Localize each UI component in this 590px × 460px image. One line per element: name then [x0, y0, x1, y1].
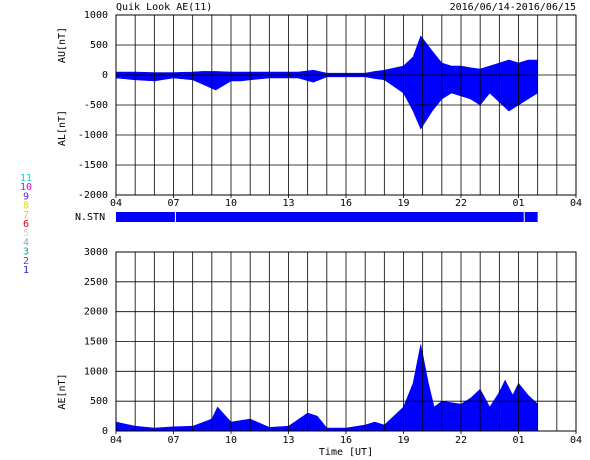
station-count: 8 — [23, 201, 29, 212]
y-tick-label: 500 — [90, 396, 108, 407]
frame — [115, 251, 577, 432]
y-tick-label: -500 — [84, 100, 108, 111]
y-tick-label: 500 — [90, 40, 108, 51]
x-tick-label: 10 — [225, 198, 237, 209]
x-tick-label: 13 — [282, 435, 294, 446]
station-count: 5 — [23, 228, 29, 239]
y-tick-label: 2500 — [84, 277, 108, 288]
x-tick-label: 10 — [225, 435, 237, 446]
x-tick-label: 13 — [282, 198, 294, 209]
station-label: N.STN — [75, 212, 105, 223]
y-tick-label: -1000 — [78, 130, 108, 141]
y-axis-label: AU[nT] — [57, 27, 68, 63]
y-tick-label: 0 — [102, 70, 108, 81]
x-tick-label: 07 — [167, 435, 179, 446]
chart-subtitle: 2016/06/14-2016/06/15 — [450, 2, 576, 13]
station-count: 4 — [23, 237, 29, 248]
x-tick-label: 04 — [110, 435, 122, 446]
y-tick-label: -1500 — [78, 160, 108, 171]
station-count: 7 — [23, 210, 29, 221]
x-tick-label: 16 — [340, 198, 352, 209]
station-count: 6 — [23, 219, 29, 230]
x-tick-label: 04 — [110, 198, 122, 209]
station-count: 1 — [23, 265, 29, 276]
x-tick-label: 22 — [455, 435, 467, 446]
station-count: 3 — [23, 247, 29, 258]
x-tick-label: 01 — [512, 435, 524, 446]
x-tick-label: 01 — [512, 198, 524, 209]
station-count: 9 — [23, 191, 29, 202]
y-tick-label: 3000 — [84, 247, 108, 258]
x-tick-label: 07 — [167, 198, 179, 209]
x-axis-label: Time [UT] — [319, 447, 373, 458]
frame — [115, 14, 577, 196]
y-tick-label: -2000 — [78, 190, 108, 201]
station-bar — [116, 212, 538, 222]
x-tick-label: 19 — [397, 435, 409, 446]
station-count: 2 — [23, 256, 29, 267]
y-axis-label: AE[nT] — [57, 373, 68, 409]
x-tick-label: 04 — [570, 435, 582, 446]
station-count: 10 — [20, 182, 32, 193]
y-tick-label: 1000 — [84, 366, 108, 377]
x-tick-label: 19 — [397, 198, 409, 209]
y-tick-label: 2000 — [84, 307, 108, 318]
x-tick-label: 04 — [570, 198, 582, 209]
x-tick-label: 22 — [455, 198, 467, 209]
y-axis-label: AL[nT] — [57, 110, 68, 146]
y-tick-label: 1000 — [84, 10, 108, 21]
station-count: 11 — [20, 173, 32, 184]
y-tick-label: 0 — [102, 426, 108, 437]
y-tick-label: 1500 — [84, 337, 108, 348]
chart-title: Quik Look AE(11) — [116, 2, 212, 13]
x-tick-label: 16 — [340, 435, 352, 446]
